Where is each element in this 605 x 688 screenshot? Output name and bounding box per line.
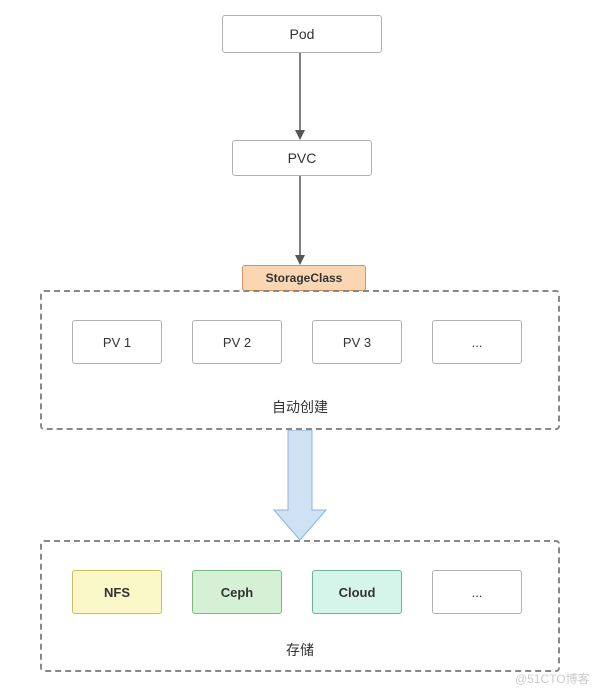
node-pvc: PVC	[232, 140, 372, 176]
node-pod-label: Pod	[290, 26, 315, 42]
node-storage-more: ...	[432, 570, 522, 614]
container-storage-label: 存储	[42, 640, 558, 660]
node-cloud: Cloud	[312, 570, 402, 614]
node-storageclass: StorageClass	[242, 265, 366, 291]
container-auto-create-label: 自动创建	[42, 397, 558, 417]
node-storageclass-label: StorageClass	[266, 271, 343, 285]
edge-pod-pvc	[290, 53, 310, 140]
node-storage-more-label: ...	[472, 585, 483, 600]
node-pvc-label: PVC	[288, 150, 317, 166]
node-ceph-label: Ceph	[221, 585, 254, 600]
node-pv-more: ...	[432, 320, 522, 364]
edge-pvc-sc	[290, 176, 310, 265]
node-pv2-label: PV 2	[223, 335, 251, 350]
node-cloud-label: Cloud	[339, 585, 376, 600]
node-pv3: PV 3	[312, 320, 402, 364]
node-pod: Pod	[222, 15, 382, 53]
node-ceph: Ceph	[192, 570, 282, 614]
node-pv-more-label: ...	[472, 335, 483, 350]
node-pv3-label: PV 3	[343, 335, 371, 350]
node-nfs: NFS	[72, 570, 162, 614]
edge-auto-storage	[272, 430, 328, 540]
node-pv1: PV 1	[72, 320, 162, 364]
node-nfs-label: NFS	[104, 585, 130, 600]
watermark: @51CTO博客	[515, 670, 590, 687]
node-pv1-label: PV 1	[103, 335, 131, 350]
node-pv2: PV 2	[192, 320, 282, 364]
